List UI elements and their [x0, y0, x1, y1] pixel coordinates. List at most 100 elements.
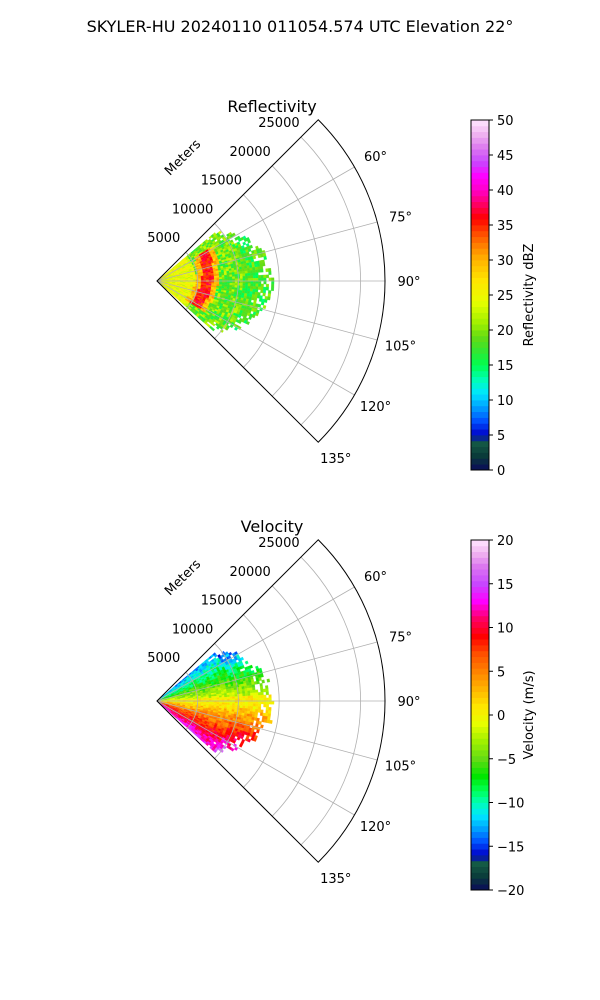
- data-cell: [255, 692, 259, 696]
- colorbar-swatch: [471, 382, 489, 389]
- colorbar-swatch: [471, 230, 489, 238]
- data-cell: [258, 697, 262, 702]
- data-cell: [231, 274, 236, 277]
- data-cell: [268, 707, 272, 711]
- colorbar-swatch: [471, 691, 489, 698]
- data-cell: [263, 277, 267, 282]
- data-cell: [231, 694, 236, 697]
- data-cell: [256, 680, 260, 685]
- colorbar-swatch: [471, 633, 489, 640]
- colorbar-swatch: [471, 440, 489, 448]
- azimuth-tick-label: 135°: [320, 452, 351, 467]
- data-cell: [211, 277, 215, 280]
- colorbar-swatch: [471, 551, 489, 558]
- data-cell: [208, 277, 212, 280]
- range-axis-label: Meters: [162, 557, 204, 599]
- data-cell: [242, 241, 247, 246]
- data-cell: [268, 290, 272, 294]
- colorbar-swatch: [471, 685, 489, 693]
- data-cell: [268, 277, 272, 282]
- azimuth-tick-label: 120°: [360, 400, 391, 415]
- data-cell: [244, 660, 249, 665]
- data-cell: [265, 268, 269, 273]
- data-cell: [265, 685, 269, 689]
- data-cell: [244, 688, 248, 692]
- data-cell: [247, 693, 251, 697]
- data-cell: [213, 695, 217, 698]
- data-cell: [240, 656, 245, 661]
- data-cell: [247, 690, 251, 694]
- data-cell: [262, 688, 267, 693]
- colorbar-swatch: [471, 639, 489, 646]
- colorbar-swatch: [471, 808, 489, 815]
- data-cell: [208, 697, 212, 700]
- data-cell: [224, 276, 228, 280]
- colorbar-swatch: [471, 796, 489, 803]
- colorbar-swatch: [471, 190, 489, 197]
- colorbar-swatch: [471, 580, 489, 588]
- data-cell: [234, 283, 238, 286]
- data-cell: [260, 274, 264, 279]
- data-cell: [219, 749, 224, 753]
- data-cell: [251, 314, 256, 319]
- colorbar-swatch: [471, 149, 489, 156]
- data-cell: [213, 277, 217, 280]
- data-cell: [259, 686, 264, 690]
- data-cell: [247, 738, 251, 743]
- data-cell: [213, 275, 217, 278]
- colorbar-swatch: [471, 825, 489, 833]
- range-tick-label: 10000: [172, 622, 213, 637]
- data-cell: [260, 277, 264, 282]
- data-cell: [249, 687, 253, 691]
- data-cell: [226, 694, 230, 698]
- data-cell: [224, 696, 228, 700]
- colorbar-swatch: [471, 341, 489, 348]
- data-cell: [268, 271, 272, 275]
- range-tick-label: 15000: [201, 594, 242, 609]
- data-cell: [260, 697, 264, 702]
- colorbar-swatch: [471, 697, 489, 704]
- data-cell: [252, 692, 256, 696]
- azimuth-tick-label: 75°: [389, 210, 412, 225]
- colorbar-swatch: [471, 884, 489, 891]
- colorbar-swatch: [471, 738, 489, 745]
- colorbar-tick-label: 30: [497, 254, 514, 269]
- data-cell: [232, 702, 236, 706]
- data-cell: [249, 244, 253, 249]
- colorbar-swatch: [471, 446, 489, 453]
- colorbar-swatch: [471, 563, 489, 570]
- colorbar-tick-label: 15: [497, 359, 514, 374]
- data-cell: [247, 288, 251, 292]
- data-cell: [242, 693, 246, 697]
- data-cell: [216, 697, 220, 700]
- data-cell: [252, 706, 256, 710]
- colorbar-swatch: [471, 172, 489, 179]
- data-cell: [244, 690, 248, 694]
- colorbar-swatch: [471, 790, 489, 798]
- data-cell: [257, 692, 262, 696]
- data-cell: [234, 694, 238, 697]
- data-cell: [247, 248, 252, 253]
- data-cell: [258, 695, 262, 699]
- colorbar-swatch: [471, 843, 489, 850]
- data-cell: [249, 288, 254, 292]
- data-cell: [253, 700, 257, 704]
- data-cell: [229, 274, 233, 278]
- azimuth-tick-label: 90°: [397, 275, 420, 290]
- colorbar-tick-label: 5: [497, 429, 505, 444]
- colorbar-swatch: [471, 755, 489, 763]
- data-cell: [219, 277, 223, 280]
- data-cell: [232, 282, 236, 286]
- data-cell: [255, 706, 259, 710]
- data-cell: [242, 705, 246, 709]
- colorbar-swatch: [471, 540, 489, 547]
- data-cell: [242, 703, 246, 707]
- figure-suptitle: SKYLER-HU 20240110 011054.574 UTC Elevat…: [87, 17, 514, 36]
- data-cell: [250, 278, 254, 282]
- range-axis-label: Meters: [162, 137, 204, 179]
- data-cell: [265, 286, 269, 291]
- azimuth-tick-label: 60°: [364, 570, 387, 585]
- range-tick-label: 5000: [147, 651, 180, 666]
- azimuth-tick-label: 105°: [385, 760, 416, 775]
- data-cell: [242, 708, 246, 712]
